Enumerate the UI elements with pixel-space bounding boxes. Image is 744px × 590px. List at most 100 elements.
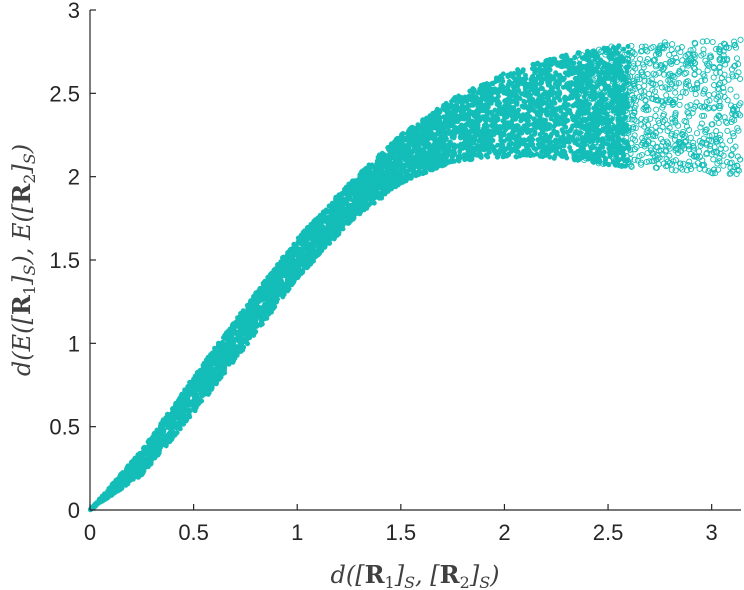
data-point: [549, 147, 555, 153]
data-point: [379, 150, 385, 156]
data-point: [147, 452, 153, 458]
data-point: [206, 365, 212, 371]
data-point: [148, 459, 154, 465]
data-point: [420, 117, 426, 123]
data-point: [500, 78, 506, 84]
data-point: [485, 99, 491, 105]
data-point: [351, 215, 357, 221]
data-point: [367, 174, 373, 180]
data-point: [182, 413, 188, 419]
data-point: [289, 262, 295, 268]
data-point: [406, 173, 412, 179]
data-point: [350, 178, 356, 184]
data-point: [161, 428, 167, 434]
data-point: [357, 190, 363, 196]
data-point: [508, 104, 514, 110]
data-point: [601, 149, 607, 155]
data-point: [440, 114, 446, 120]
data-point: [417, 126, 423, 132]
data-point: [298, 234, 304, 240]
data-point: [554, 130, 560, 136]
data-point: [419, 151, 425, 157]
data-point: [564, 155, 570, 161]
data-point: [524, 130, 530, 136]
data-point: [533, 61, 539, 67]
data-point: [521, 123, 527, 129]
data-point: [152, 430, 158, 436]
data-point: [513, 154, 519, 160]
data-point: [110, 482, 116, 488]
data-point: [505, 136, 511, 142]
data-point: [225, 340, 231, 346]
data-point: [175, 399, 181, 405]
data-point: [555, 60, 561, 66]
data-point: [502, 147, 508, 153]
data-point: [529, 142, 535, 148]
data-point: [540, 154, 546, 160]
data-point: [377, 169, 383, 175]
data-point: [312, 241, 318, 247]
data-point: [250, 332, 256, 338]
data-point: [318, 245, 324, 251]
data-point: [488, 111, 494, 117]
data-point: [457, 107, 463, 113]
data-point: [397, 174, 403, 180]
data-point: [361, 176, 367, 182]
data-point: [512, 90, 518, 96]
data-point: [520, 149, 526, 155]
data-point: [537, 132, 543, 138]
data-point: [556, 89, 562, 95]
data-point: [216, 341, 222, 347]
data-point: [504, 153, 510, 159]
data-point: [539, 86, 545, 92]
data-point: [322, 239, 328, 245]
data-point: [308, 221, 314, 227]
data-point: [619, 156, 625, 162]
data-point: [548, 85, 554, 91]
data-point: [568, 57, 574, 63]
data-point: [554, 113, 560, 119]
data-point: [499, 133, 505, 139]
data-point: [509, 122, 515, 128]
data-point: [433, 165, 439, 171]
data-point: [553, 139, 559, 145]
data-point: [254, 315, 260, 321]
data-point: [399, 141, 405, 147]
data-point: [469, 126, 475, 132]
data-point: [223, 351, 229, 357]
data-point: [518, 114, 524, 120]
data-point: [495, 110, 501, 116]
data-point: [449, 156, 455, 162]
data-point: [507, 144, 513, 150]
data-point: [493, 123, 499, 129]
data-point: [401, 135, 407, 141]
data-point: [441, 156, 447, 162]
data-point: [325, 224, 331, 230]
data-point: [430, 145, 436, 151]
data-point: [247, 309, 253, 315]
data-point: [171, 431, 177, 437]
data-point: [221, 367, 227, 373]
data-point: [623, 64, 629, 70]
data-point: [561, 148, 567, 154]
data-point: [230, 321, 236, 327]
data-point: [529, 99, 535, 105]
data-point: [562, 56, 568, 62]
data-point: [151, 441, 157, 447]
data-point: [426, 141, 432, 147]
data-point: [218, 353, 224, 359]
data-point: [529, 66, 535, 72]
data-point: [236, 330, 242, 336]
data-point: [467, 135, 473, 141]
data-point: [443, 160, 449, 166]
data-point: [363, 187, 369, 193]
data-point: [337, 220, 343, 226]
data-point: [258, 320, 264, 326]
data-point: [314, 248, 320, 254]
data-point: [400, 131, 406, 137]
data-point: [599, 136, 605, 142]
data-point: [552, 119, 558, 125]
data-point: [383, 160, 389, 166]
data-point: [519, 130, 525, 136]
